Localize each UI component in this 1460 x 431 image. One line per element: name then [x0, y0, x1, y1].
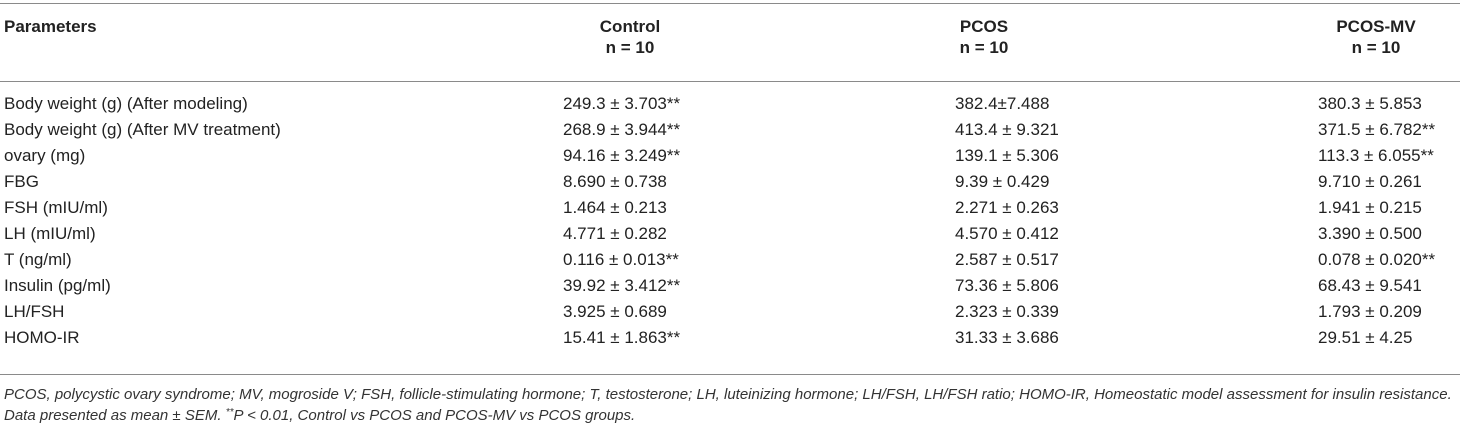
row-label: Body weight (g) (After modeling)	[4, 94, 248, 113]
row-label: HOMO-IR	[4, 328, 80, 347]
row-label: FSH (mIU/ml)	[4, 198, 108, 217]
cell-pcos-mv: 113.3 ± 6.055**	[1318, 146, 1434, 165]
cell-pcos-mv: 3.390 ± 0.500	[1318, 224, 1422, 243]
cell-pcos: 9.39 ± 0.429	[955, 172, 1050, 191]
cell-control: 268.9 ± 3.944**	[563, 120, 681, 139]
cell-pcos-mv: 29.51 ± 4.25	[1318, 328, 1413, 347]
table-row: FSH (mIU/ml) 1.464 ± 0.213 2.271 ± 0.263 1.…	[0, 195, 1460, 221]
cell-pcos: 2.323 ± 0.339	[955, 302, 1059, 321]
cell-control: 1.464 ± 0.213	[563, 198, 667, 217]
cell-pcos: 2.271 ± 0.263	[955, 198, 1059, 217]
footnote-text: PCOS, polycystic ovary syndrome; MV, mog…	[4, 386, 1452, 424]
table-row: HOMO-IR 15.41 ± 1.863** 31.33 ± 3.686 29.51…	[0, 325, 1460, 351]
cell-pcos-mv: 68.43 ± 9.541	[1318, 276, 1422, 295]
cell-control: 15.41 ± 1.863**	[563, 328, 681, 347]
cell-pcos: 4.570 ± 0.412	[955, 224, 1059, 243]
cell-control: 39.92 ± 3.412**	[563, 276, 681, 295]
table-row: Body weight (g) (After MV treatment) 268.…	[0, 117, 1460, 143]
cell-pcos: 73.36 ± 5.806	[955, 276, 1059, 295]
table-row: LH/FSH 3.925 ± 0.689 2.323 ± 0.339 1.793 ± …	[0, 299, 1460, 325]
header-pcos-mv-name: PCOS-MV	[1336, 17, 1416, 36]
row-label: LH/FSH	[4, 302, 65, 321]
table-row: Insulin (pg/ml) 39.92 ± 3.412** 73.36 ± 5.…	[0, 273, 1460, 299]
header-pcos-mv-n: n = 10	[1351, 38, 1401, 57]
cell-pcos-mv: 380.3 ± 5.853	[1318, 94, 1422, 113]
cell-control: 0.116 ± 0.013**	[563, 250, 679, 269]
cell-pcos-mv: 1.793 ± 0.209	[1318, 302, 1422, 321]
table-row: LH (mIU/ml) 4.771 ± 0.282 4.570 ± 0.412 3.3…	[0, 221, 1460, 247]
row-label: Body weight (g) (After MV treatment)	[4, 120, 281, 139]
cell-control: 4.771 ± 0.282	[563, 224, 667, 243]
header-pcos: PCOS n = 10	[884, 16, 1084, 58]
row-label: Insulin (pg/ml)	[4, 276, 111, 295]
footnote-sig-mark: **	[225, 407, 234, 418]
top-rule	[0, 3, 1460, 4]
table-row: FBG 8.690 ± 0.738 9.39 ± 0.429 9.710 ± 0.26…	[0, 169, 1460, 195]
cell-pcos: 139.1 ± 5.306	[955, 146, 1059, 165]
cell-pcos: 31.33 ± 3.686	[955, 328, 1059, 347]
table-body: Body weight (g) (After modeling) 249.3 ± …	[0, 91, 1460, 351]
table-row: ovary (mg) 94.16 ± 3.249** 139.1 ± 5.306 11…	[0, 143, 1460, 169]
cell-control: 249.3 ± 3.703**	[563, 94, 681, 113]
row-label: FBG	[4, 172, 39, 191]
row-label: ovary (mg)	[4, 146, 86, 165]
row-label: LH (mIU/ml)	[4, 224, 96, 243]
row-label: T (ng/ml)	[4, 250, 72, 269]
cell-pcos-mv: 371.5 ± 6.782**	[1318, 120, 1436, 139]
cell-control: 8.690 ± 0.738	[563, 172, 667, 191]
cell-control: 94.16 ± 3.249**	[563, 146, 681, 165]
cell-pcos-mv: 9.710 ± 0.261	[1318, 172, 1422, 191]
cell-pcos: 413.4 ± 9.321	[955, 120, 1059, 139]
cell-pcos-mv: 1.941 ± 0.215	[1318, 198, 1422, 217]
cell-pcos-mv: 0.078 ± 0.020**	[1318, 250, 1436, 269]
header-control-n: n = 10	[605, 38, 655, 57]
table-footnote: PCOS, polycystic ovary syndrome; MV, mog…	[4, 384, 1456, 426]
cell-pcos: 382.4±7.488	[955, 94, 1050, 113]
header-parameters: Parameters	[4, 17, 97, 36]
cell-pcos: 2.587 ± 0.517	[955, 250, 1059, 269]
cell-control: 3.925 ± 0.689	[563, 302, 667, 321]
header-rule	[0, 81, 1460, 82]
header-pcos-name: PCOS	[959, 17, 1009, 36]
header-control: Control n = 10	[530, 16, 730, 58]
table-row: T (ng/ml) 0.116 ± 0.013** 2.587 ± 0.517 0.0…	[0, 247, 1460, 273]
header-pcos-n: n = 10	[959, 38, 1009, 57]
footnote-sig-text: P < 0.01, Control vs PCOS and PCOS-MV vs…	[233, 407, 636, 424]
bottom-rule	[0, 374, 1460, 375]
header-control-name: Control	[599, 17, 661, 36]
header-pcos-mv: PCOS-MV n = 10	[1276, 16, 1460, 58]
table-row: Body weight (g) (After modeling) 249.3 ± …	[0, 91, 1460, 117]
